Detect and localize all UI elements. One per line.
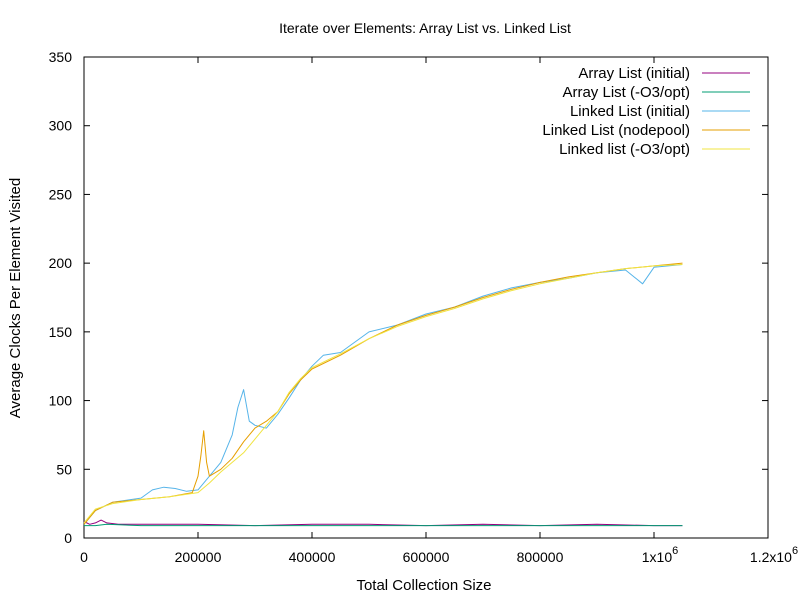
x-tick-label: 400000 xyxy=(289,549,336,565)
y-tick-label: 350 xyxy=(49,49,73,65)
legend-label: Linked list (-O3/opt) xyxy=(559,141,690,158)
y-axis-label: Average Clocks Per Element Visited xyxy=(7,178,24,418)
y-tick-label: 0 xyxy=(64,530,72,546)
series-group xyxy=(83,262,683,527)
y-axis: 0 50 100 150 200 250 300 350 xyxy=(49,49,768,546)
x-tick-label: 1x106 xyxy=(642,545,678,565)
y-tick-label: 100 xyxy=(49,393,73,409)
series-line-3 xyxy=(83,262,683,525)
legend-label: Linked List (initial) xyxy=(570,103,690,120)
series-line-2 xyxy=(83,264,683,525)
legend-label: Array List (-O3/opt) xyxy=(562,84,690,101)
x-tick-label: 800000 xyxy=(517,549,564,565)
series-line-1 xyxy=(84,523,683,527)
x-tick-label: 600000 xyxy=(403,549,450,565)
x-tick-label: 200000 xyxy=(175,549,222,565)
series-line-0 xyxy=(83,519,683,527)
y-tick-label: 150 xyxy=(49,324,73,340)
x-tick-label: 1.2x106 xyxy=(750,545,798,565)
chart-title: Iterate over Elements: Array List vs. Li… xyxy=(279,20,571,36)
x-tick-exponent: 6 xyxy=(792,545,798,557)
y-tick-label: 200 xyxy=(49,255,73,271)
y-tick-label: 50 xyxy=(56,461,72,477)
series-line-4 xyxy=(83,264,683,524)
legend-label: Array List (initial) xyxy=(578,65,690,82)
legend-label: Linked List (nodepool) xyxy=(542,122,690,139)
y-tick-label: 300 xyxy=(49,118,73,134)
x-axis: 0 200000 400000 600000 800000 1x106 1.2x106 xyxy=(80,57,798,565)
x-tick-exponent: 6 xyxy=(672,545,678,557)
y-tick-label: 250 xyxy=(49,186,73,202)
x-axis-label: Total Collection Size xyxy=(356,577,491,594)
legend: Array List (initial) Array List (-O3/opt)… xyxy=(542,65,750,158)
x-tick-label: 0 xyxy=(80,549,88,565)
